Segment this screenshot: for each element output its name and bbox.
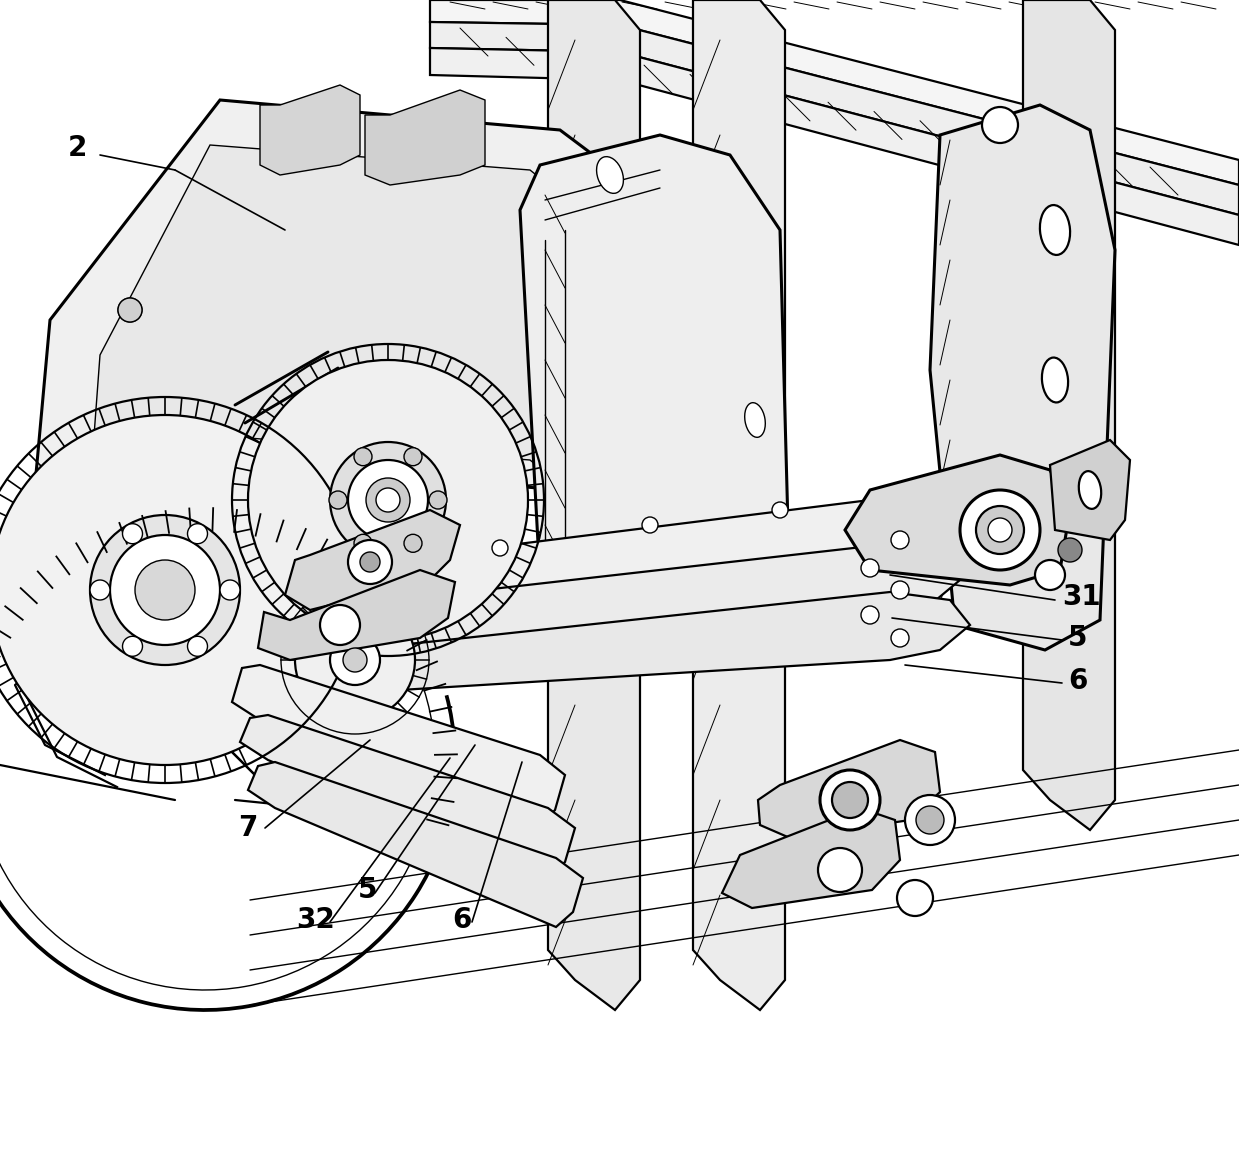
Text: 32: 32: [296, 906, 335, 933]
Circle shape: [375, 488, 400, 512]
Ellipse shape: [1040, 205, 1070, 255]
Circle shape: [187, 636, 207, 656]
Ellipse shape: [596, 157, 623, 194]
Polygon shape: [366, 91, 484, 185]
Circle shape: [983, 107, 1018, 143]
Circle shape: [118, 298, 142, 322]
Polygon shape: [20, 100, 600, 680]
Ellipse shape: [1042, 358, 1068, 403]
Circle shape: [429, 491, 447, 509]
Circle shape: [891, 629, 909, 647]
Circle shape: [976, 506, 1023, 554]
Circle shape: [916, 806, 944, 834]
Circle shape: [330, 442, 446, 558]
Circle shape: [248, 360, 528, 640]
Polygon shape: [758, 740, 940, 838]
Circle shape: [820, 770, 880, 830]
Polygon shape: [1023, 0, 1115, 830]
Circle shape: [354, 534, 372, 553]
Polygon shape: [430, 22, 1239, 215]
Circle shape: [90, 580, 110, 600]
Circle shape: [1035, 560, 1066, 590]
Circle shape: [818, 848, 862, 892]
Circle shape: [354, 448, 372, 466]
Circle shape: [861, 606, 878, 623]
Circle shape: [135, 560, 195, 620]
Polygon shape: [548, 0, 641, 1010]
Polygon shape: [356, 500, 950, 600]
Circle shape: [642, 517, 658, 533]
Circle shape: [330, 491, 347, 509]
Polygon shape: [1049, 440, 1130, 540]
Circle shape: [343, 648, 367, 672]
Polygon shape: [81, 145, 555, 646]
Circle shape: [90, 515, 240, 665]
Circle shape: [861, 558, 878, 577]
Polygon shape: [430, 48, 1239, 245]
Circle shape: [221, 580, 240, 600]
Polygon shape: [258, 570, 455, 659]
Circle shape: [330, 635, 380, 685]
Text: 7: 7: [238, 814, 258, 842]
Polygon shape: [520, 135, 790, 630]
Circle shape: [295, 600, 415, 720]
Circle shape: [987, 518, 1012, 542]
Circle shape: [0, 414, 339, 765]
Circle shape: [897, 880, 933, 916]
Circle shape: [123, 524, 142, 543]
Circle shape: [891, 580, 909, 599]
Polygon shape: [366, 592, 970, 690]
Polygon shape: [248, 762, 584, 926]
Polygon shape: [845, 455, 1070, 585]
Circle shape: [123, 636, 142, 656]
Circle shape: [891, 531, 909, 549]
Circle shape: [118, 298, 142, 322]
Ellipse shape: [1079, 471, 1101, 509]
Circle shape: [348, 540, 392, 584]
Text: 5: 5: [358, 877, 378, 904]
Circle shape: [960, 490, 1040, 570]
Circle shape: [404, 534, 422, 553]
Circle shape: [833, 783, 869, 819]
Circle shape: [366, 478, 410, 522]
Polygon shape: [930, 104, 1115, 650]
Circle shape: [361, 551, 380, 572]
Polygon shape: [285, 510, 460, 610]
Polygon shape: [436, 384, 468, 418]
Text: 6: 6: [1068, 668, 1088, 695]
Text: 5: 5: [1068, 623, 1088, 652]
Circle shape: [110, 535, 221, 646]
Polygon shape: [346, 414, 378, 448]
Text: 6: 6: [452, 906, 471, 933]
Polygon shape: [260, 85, 361, 175]
Circle shape: [404, 448, 422, 466]
Text: 2: 2: [68, 134, 88, 163]
Polygon shape: [693, 0, 786, 1010]
Polygon shape: [240, 715, 575, 877]
Text: 31: 31: [1062, 583, 1100, 611]
Polygon shape: [232, 665, 565, 825]
Circle shape: [1058, 538, 1082, 562]
Polygon shape: [361, 545, 960, 646]
Polygon shape: [430, 0, 1239, 185]
Ellipse shape: [745, 403, 766, 438]
Circle shape: [320, 605, 361, 646]
Circle shape: [348, 460, 427, 540]
Polygon shape: [722, 808, 900, 908]
Circle shape: [187, 524, 207, 543]
Circle shape: [492, 540, 508, 556]
Circle shape: [772, 502, 788, 518]
Circle shape: [904, 795, 955, 845]
